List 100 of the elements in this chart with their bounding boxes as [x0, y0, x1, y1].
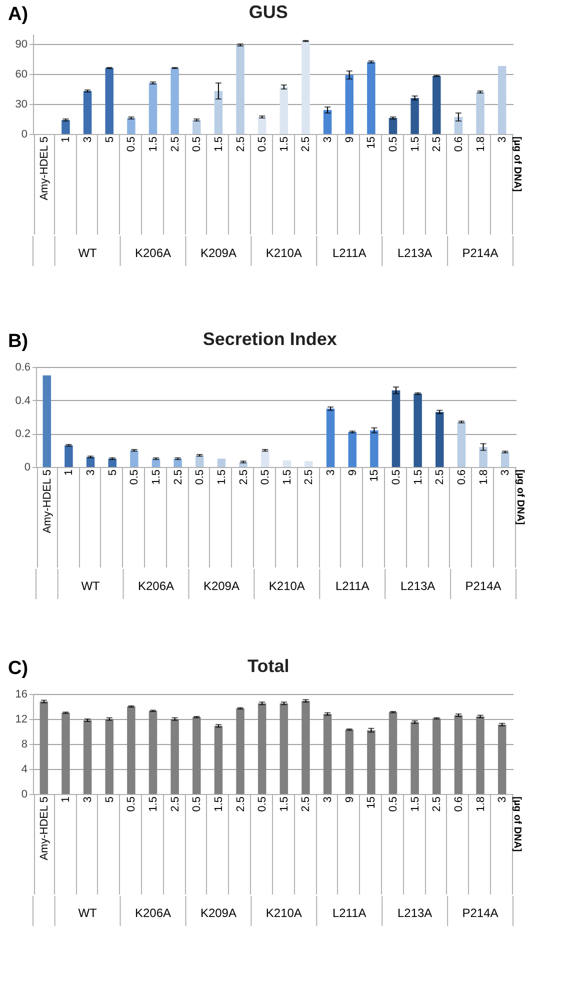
y-tick-label: 0.6 [15, 362, 30, 374]
text: P214A [465, 579, 502, 593]
y-tick-label: 0 [21, 788, 28, 800]
text: K209A [200, 906, 236, 920]
x-tick-label: 0.5 [388, 796, 400, 812]
x-tick-label: 2.5 [234, 796, 247, 812]
y-tick-label: 12 [15, 714, 28, 726]
x-tick-label: 2.5 [431, 796, 444, 812]
y-tick-label: 0 [21, 128, 28, 140]
x-tick-label: 0.5 [191, 796, 204, 812]
y-tick-label: 4 [21, 764, 28, 776]
text: L213A [397, 906, 432, 920]
x-tick-label: 1.5 [148, 796, 160, 812]
x-tick-label: Amy-HDEL 5 [38, 796, 50, 860]
x-tick-label: 0.5 [256, 796, 269, 812]
text: WT [78, 246, 98, 260]
bar [476, 92, 484, 134]
text: WT [78, 906, 98, 920]
bar [62, 120, 70, 134]
bar [323, 714, 332, 794]
bar [348, 432, 356, 467]
x-tick-label: 0.5 [388, 136, 400, 152]
bar [86, 457, 95, 467]
bar [410, 98, 419, 134]
x-tick-label: 1.5 [150, 470, 162, 485]
bar [127, 706, 136, 794]
bar [196, 455, 204, 467]
x-tick-label: 1.5 [281, 470, 294, 485]
x-tick-label: 1.5 [148, 136, 160, 152]
y-tick-label: 0.2 [15, 428, 30, 440]
text: K206A [134, 246, 172, 260]
text: K206A [134, 906, 172, 920]
x-tick-label: 1.5 [409, 796, 422, 812]
bar [214, 91, 223, 134]
text: K206A [138, 579, 174, 593]
bar [170, 68, 179, 134]
chart-title: GUS [248, 2, 288, 22]
bar [479, 447, 488, 467]
x-tick-label: 1.5 [412, 470, 424, 485]
text: C) [8, 658, 28, 680]
x-tick-label: 5 [104, 136, 116, 143]
y-tick-label: 0 [24, 462, 30, 474]
bar [192, 717, 201, 794]
bar [345, 75, 354, 134]
text: K210A [266, 906, 302, 920]
bar [304, 461, 313, 467]
x-tick-label: 1.5 [212, 136, 225, 152]
bar [83, 91, 92, 134]
bar [498, 724, 506, 794]
x-tick-label: 3 [496, 136, 509, 143]
text: L213A [400, 579, 436, 593]
bar [280, 87, 288, 134]
x-tick-label: Amy-HDEL 5 [38, 136, 50, 200]
bar [367, 730, 376, 794]
text: [µg of DNA] [514, 470, 526, 525]
x-tick-label: 3 [82, 136, 94, 143]
text: A) [8, 4, 28, 26]
x-tick-label: 3 [322, 796, 334, 803]
x-tick-label: 2.5 [303, 470, 316, 485]
text: WT [81, 579, 101, 593]
bar [410, 722, 419, 794]
x-tick-label: 0.5 [191, 136, 204, 152]
y-tick-label: 90 [15, 38, 28, 50]
x-tick-label: 0.5 [126, 136, 138, 152]
text: K210A [268, 579, 305, 593]
x-tick-label: 1 [60, 136, 72, 143]
x-tick-label: 0.6 [456, 470, 468, 485]
x-tick-label: 9 [344, 136, 356, 143]
bar [457, 422, 466, 467]
bar [476, 716, 484, 794]
bar [83, 720, 92, 794]
text: K209A [203, 579, 240, 593]
bar [105, 719, 114, 794]
x-tick-label: 1.5 [409, 136, 422, 152]
bar [414, 394, 422, 467]
text: L211A [335, 579, 370, 593]
bar [302, 700, 310, 794]
bar [108, 458, 116, 467]
x-tick-label: 0.5 [194, 470, 206, 485]
text: K210A [266, 246, 302, 260]
bar [258, 703, 266, 794]
text: P214A [462, 906, 498, 920]
x-tick-label: 15 [366, 796, 378, 809]
x-tick-label: 2.5 [234, 136, 247, 152]
bar [42, 375, 52, 467]
bar [454, 117, 463, 134]
x-tick-label: 1 [63, 470, 76, 476]
text: K209A [200, 246, 236, 260]
x-tick-label: 0.5 [128, 470, 141, 485]
bar [388, 712, 398, 794]
x-tick-label: 3 [325, 470, 338, 476]
x-tick-label: 2.5 [169, 796, 182, 812]
x-tick-label: 0.6 [452, 136, 465, 152]
x-tick-label: 15 [366, 136, 378, 149]
x-tick-label: 1.5 [212, 796, 225, 812]
x-tick-label: 2.5 [169, 136, 182, 152]
x-tick-label: 1.8 [478, 470, 490, 485]
y-tick-label: 30 [15, 98, 28, 110]
text: P214A [462, 246, 498, 260]
bar [454, 715, 463, 794]
